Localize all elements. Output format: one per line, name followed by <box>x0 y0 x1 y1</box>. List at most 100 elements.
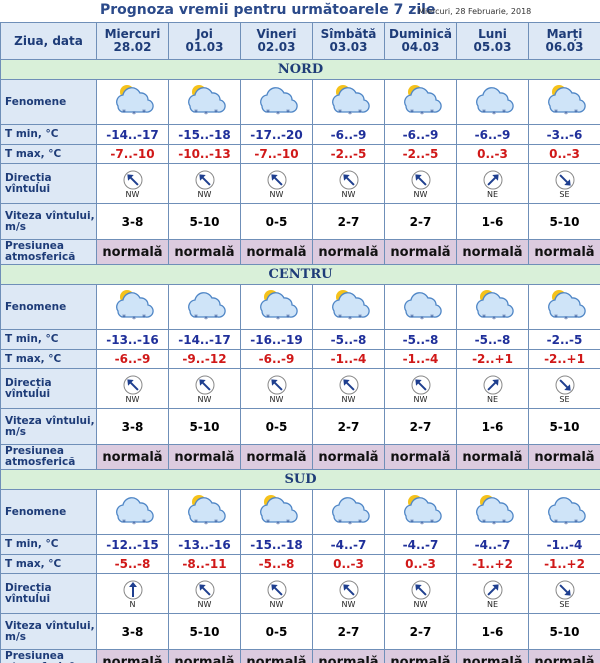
day-date: 28.02 <box>113 40 152 54</box>
phenomena-cell: * * * <box>96 489 169 535</box>
pressure-cell: normală <box>240 444 313 470</box>
day-date: 04.03 <box>401 40 440 54</box>
tmin-cell: -12..-15 <box>96 534 169 555</box>
tmax-cell: -1..+2 <box>528 554 600 574</box>
phenomena-cell: * * * <box>384 284 457 330</box>
pressure-cell: normală <box>456 239 529 265</box>
svg-text:*: * <box>482 108 486 117</box>
wind-speed-cell: 3-8 <box>96 203 169 240</box>
phenomena-cell: * * * <box>168 79 241 125</box>
row: Presiunea atmosfericănormalănormalănorma… <box>0 649 600 663</box>
row: T max, °C -6..-9 -9..-12 -6..-9 -1..-4 -1..-4… <box>0 349 600 369</box>
wind-speed-cell: 0-5 <box>240 408 313 445</box>
pressure-cell: normală <box>312 444 385 470</box>
tmin-cell: -5..-8 <box>312 329 385 350</box>
tmin-cell: -6..-9 <box>384 124 457 145</box>
header-label: Ziua, data <box>0 22 97 60</box>
svg-text:*: * <box>132 520 136 529</box>
wind-dir-cell: NW <box>168 368 241 409</box>
weather-icon: * * * <box>547 290 586 324</box>
date: Miercuri, 28 Februarie, 2018 <box>418 7 532 16</box>
tmax-cell: -6..-9 <box>96 349 169 369</box>
svg-text:*: * <box>276 110 280 119</box>
row: Viteza vîntului, m/s 3-8 5-10 0-5 2-7 2-7 1-6 5… <box>0 613 600 650</box>
tmin-cell: -4..-7 <box>384 534 457 555</box>
svg-text:*: * <box>204 520 208 529</box>
row-label: Presiunea atmosferică <box>0 239 97 265</box>
day-name: Miercuri <box>104 27 161 41</box>
svg-text:*: * <box>574 313 578 322</box>
day-date: 03.03 <box>329 40 368 54</box>
day-name: Luni <box>478 27 507 41</box>
day-name: Marți <box>546 27 583 41</box>
row-label: Fenomene <box>0 489 97 535</box>
pressure-cell: normală <box>456 649 529 663</box>
svg-text:*: * <box>338 518 342 527</box>
svg-text:*: * <box>338 313 342 322</box>
wind-speed-cell: 5-10 <box>528 203 600 240</box>
svg-text:*: * <box>214 108 218 117</box>
tmin-cell: -5..-8 <box>456 329 529 350</box>
wind-speed-cell: 3-8 <box>96 613 169 650</box>
phenomena-cell: * * * <box>456 284 529 330</box>
row-label: Fenomene <box>0 284 97 330</box>
wind-speed-cell: 2-7 <box>384 203 457 240</box>
day-header: Vineri 02.03 <box>240 22 313 60</box>
tmax-cell: -1..-4 <box>312 349 385 369</box>
wind-speed-cell: 5-10 <box>168 203 241 240</box>
phenomena-cell: * * * <box>96 79 169 125</box>
row: T max, °C -5..-8 -8..-11 -5..-8 0..-3 0..-3 -1… <box>0 554 600 574</box>
day-date: 05.03 <box>473 40 512 54</box>
tmin-cell: -14..-17 <box>168 329 241 350</box>
wind-dir-cell: SE <box>528 163 600 204</box>
svg-text:*: * <box>286 518 290 527</box>
wind-dir-cell: NE <box>456 368 529 409</box>
row: Direcția vîntului NW NW NW NW NW NE SE <box>0 368 600 409</box>
wind-icon <box>339 170 358 190</box>
row-label: Viteza vîntului, m/s <box>0 408 97 445</box>
pressure-cell: normală <box>168 444 241 470</box>
wind-speed-cell: 2-7 <box>384 613 457 650</box>
svg-text:*: * <box>266 313 270 322</box>
svg-text:*: * <box>410 108 414 117</box>
svg-text:*: * <box>276 520 280 529</box>
weather-icon: * * * <box>259 495 298 529</box>
svg-text:*: * <box>502 108 506 117</box>
tmax-cell: -5..-8 <box>240 554 313 574</box>
wind-speed-cell: 5-10 <box>528 613 600 650</box>
pressure-cell: normală <box>528 239 600 265</box>
wind-speed-cell: 1-6 <box>456 613 529 650</box>
wind-icon <box>555 170 574 190</box>
wind-speed-cell: 1-6 <box>456 203 529 240</box>
pressure-cell: normală <box>384 649 457 663</box>
tmax-cell: -7..-10 <box>240 144 313 164</box>
row: T min, °C -14..-17 -15..-18 -17..-20 -6..-9-… <box>0 124 600 145</box>
row: Viteza vîntului, m/s 3-8 5-10 0-5 2-7 2-7 1-6 5… <box>0 408 600 445</box>
wind-icon <box>411 375 430 395</box>
wind-icon <box>555 375 574 395</box>
pressure-cell: normală <box>240 239 313 265</box>
row-label: Presiunea atmosferică <box>0 444 97 470</box>
wind-icon <box>267 375 286 395</box>
wind-dir-cell: NW <box>312 163 385 204</box>
forecast-table: Ziua, data Miercuri 28.02 Joi 01.03 Vineri 02.… <box>0 22 600 663</box>
wind-speed-cell: 2-7 <box>312 408 385 445</box>
phenomena-cell: * * * <box>240 489 313 535</box>
weather-icon: * * * <box>547 497 586 529</box>
svg-text:*: * <box>286 313 290 322</box>
weather-icon: * * * <box>547 85 586 119</box>
pressure-cell: normală <box>528 649 600 663</box>
wind-dir-cell: NW <box>240 573 313 614</box>
wind-dir: NE <box>486 395 499 404</box>
wind-dir: NW <box>341 190 356 199</box>
svg-text:*: * <box>554 108 558 117</box>
svg-text:*: * <box>214 313 218 322</box>
phenomena-cell: * * * <box>168 489 241 535</box>
svg-text:*: * <box>194 518 198 527</box>
row: NORD <box>0 59 600 80</box>
wind-speed-cell: 3-8 <box>96 408 169 445</box>
tmax-cell: -7..-10 <box>96 144 169 164</box>
wind-dir: NW <box>413 600 428 609</box>
row-label: Viteza vîntului, m/s <box>0 203 97 240</box>
row-label: Direcția vîntului <box>0 163 97 204</box>
